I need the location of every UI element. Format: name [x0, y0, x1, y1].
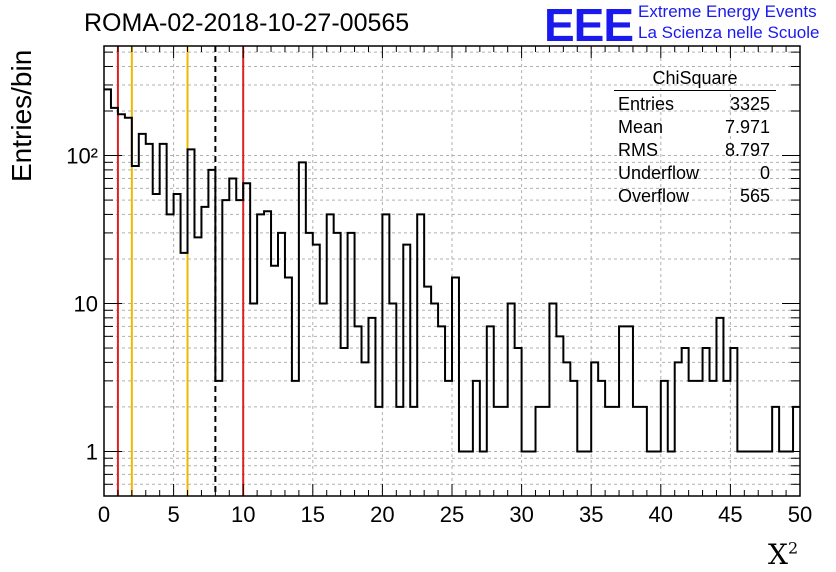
reference-lines [116, 46, 245, 496]
stats-value: 8.797 [724, 140, 770, 160]
histogram-series [104, 88, 800, 453]
stats-value: 3325 [729, 94, 770, 114]
y-tick-label: 10² [66, 144, 98, 169]
org-name: Extreme Energy Events [638, 2, 817, 21]
stats-row-entries: Entries 3325 [612, 93, 778, 116]
stats-rows: Entries 3325 Mean 7.971 RMS 8.797 Underflow 0 Ov… [612, 93, 778, 208]
stats-label: RMS [618, 140, 658, 160]
stats-row-mean: Mean 7.971 [612, 116, 778, 139]
stats-label: Underflow [618, 163, 700, 183]
chart-title: ROMA-02-2018-10-27-00565 [84, 9, 410, 37]
y-tick-label: 1 [86, 439, 98, 464]
x-tick-label: 50 [788, 502, 812, 527]
axis-ticks [103, 46, 801, 497]
stats-row-underflow: Underflow 0 [612, 162, 778, 185]
stats-label: Mean [618, 117, 664, 137]
x-axis-label-superscript: 2 [787, 538, 799, 558]
stats-row-rms: RMS 8.797 [612, 139, 778, 162]
y-axis-label: Entries/bin [6, 49, 37, 182]
x-tick-label: 20 [370, 502, 394, 527]
stats-title: ChiSquare [614, 68, 776, 91]
x-tick-label: 5 [167, 502, 179, 527]
x-tick-label: 30 [509, 502, 533, 527]
stats-value: 565 [739, 186, 770, 206]
x-axis-label: X2 [768, 538, 798, 571]
x-axis-label-base: X [768, 538, 788, 571]
x-tick-label: 0 [98, 502, 110, 527]
org-subtitle: La Scienza nelle Scuole [638, 23, 820, 42]
stats-label: Overflow [618, 186, 690, 206]
x-tick-label: 15 [301, 502, 325, 527]
y-tick-label: 10 [74, 292, 98, 317]
stats-value: 0 [759, 163, 770, 183]
stats-box: ChiSquare Entries 3325 Mean 7.971 RMS 8.797 Un… [612, 68, 778, 208]
x-tick-label: 10 [231, 502, 255, 527]
x-tick-label: 40 [649, 502, 673, 527]
stats-label: Entries [618, 94, 675, 114]
stats-row-overflow: Overflow 565 [612, 185, 778, 208]
stats-value: 7.971 [724, 117, 770, 137]
x-tick-label: 35 [579, 502, 603, 527]
x-tick-label: 25 [440, 502, 464, 527]
x-tick-labels: 0 5 10 15 20 25 30 35 40 45 50 [98, 502, 812, 527]
y-tick-labels: 1 10 10² [66, 144, 98, 465]
x-tick-label: 45 [718, 502, 742, 527]
eee-logo: EEE [544, 0, 634, 51]
